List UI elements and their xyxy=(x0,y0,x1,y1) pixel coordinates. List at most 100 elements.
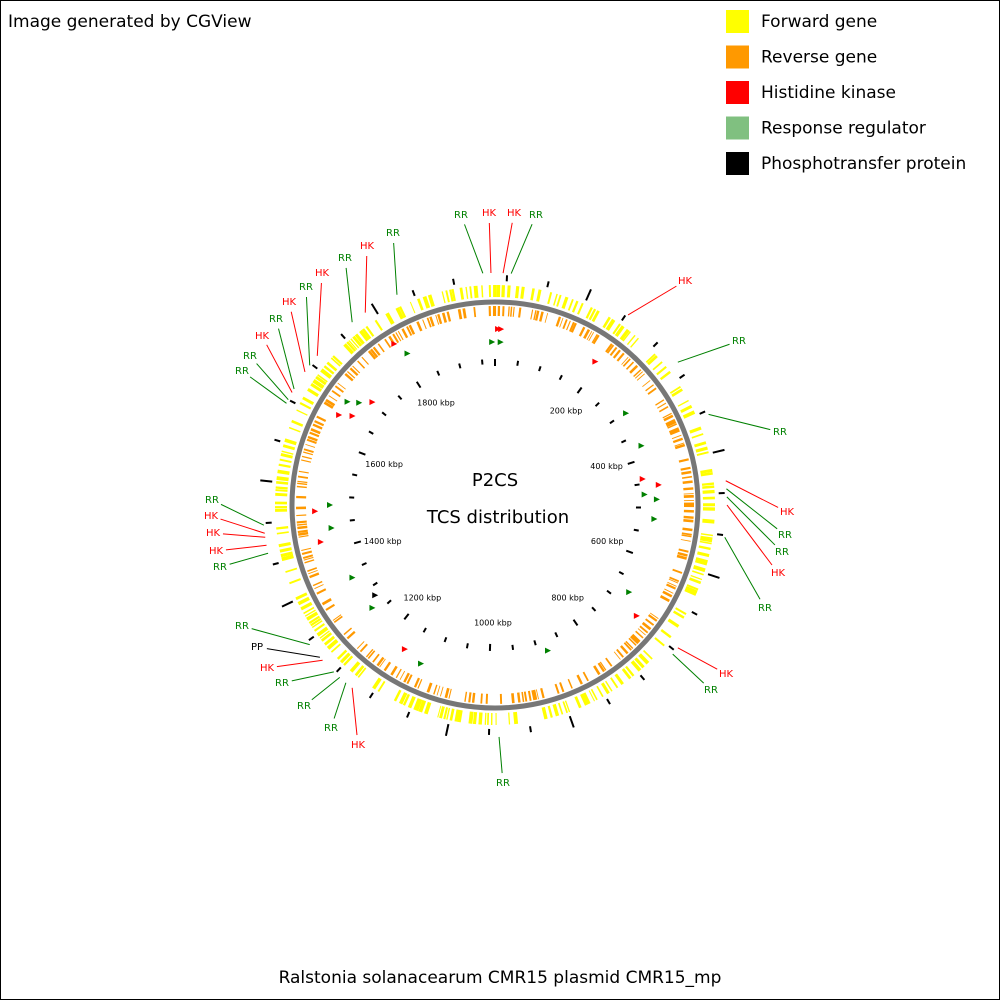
forward-gene xyxy=(300,601,313,611)
reverse-gene xyxy=(357,360,366,369)
feature-marker xyxy=(498,326,505,333)
forward-gene xyxy=(694,558,708,566)
reverse-gene xyxy=(309,572,320,579)
leader-line xyxy=(677,647,718,670)
reverse-gene xyxy=(631,633,641,643)
forward-gene xyxy=(514,286,520,299)
reverse-gene xyxy=(662,412,672,419)
feature-label: RR xyxy=(496,778,510,789)
reverse-gene xyxy=(578,326,586,337)
forward-gene xyxy=(311,620,323,629)
forward-gene xyxy=(702,485,715,489)
forward-gene xyxy=(302,396,315,405)
leader-line xyxy=(256,363,289,401)
reverse-gene xyxy=(376,656,385,667)
scale-tick xyxy=(397,394,403,401)
forward-gene xyxy=(695,557,708,563)
forward-gene xyxy=(416,699,423,712)
reverse-gene xyxy=(645,384,654,392)
reverse-gene xyxy=(588,331,595,342)
leader-line xyxy=(266,344,293,393)
reverse-gene xyxy=(669,429,680,436)
forward-gene xyxy=(564,700,571,713)
forward-gene xyxy=(622,331,631,342)
reverse-gene xyxy=(605,343,613,353)
forward-gene xyxy=(626,334,636,346)
reverse-gene xyxy=(392,333,400,344)
forward-gene xyxy=(669,385,681,394)
reverse-gene xyxy=(681,534,692,538)
forward-gene xyxy=(446,707,451,720)
feature-label: HK xyxy=(360,241,375,252)
scale-tick xyxy=(403,613,410,621)
feature-marker xyxy=(633,612,640,619)
reverse-gene xyxy=(426,317,432,328)
reverse-gene xyxy=(297,525,308,530)
reverse-gene xyxy=(534,310,540,321)
reverse-gene xyxy=(669,576,680,583)
reverse-gene xyxy=(377,343,385,353)
leader-line xyxy=(249,376,287,404)
forward-gene xyxy=(277,469,290,475)
reverse-gene xyxy=(642,380,651,388)
reverse-gene xyxy=(361,356,369,365)
forward-gene xyxy=(374,319,383,331)
scale-tick xyxy=(443,636,448,643)
reverse-gene xyxy=(567,678,573,689)
reverse-gene xyxy=(662,590,673,598)
reverse-gene xyxy=(517,692,521,703)
forward-gene xyxy=(312,379,325,390)
outer-tick xyxy=(639,674,646,681)
forward-gene xyxy=(567,298,574,311)
forward-gene xyxy=(288,426,301,433)
reverse-gene xyxy=(672,568,683,574)
reverse-gene xyxy=(304,559,315,564)
reverse-gene xyxy=(480,693,483,704)
reverse-gene xyxy=(333,615,343,623)
scale-label: 1800 kbp xyxy=(417,398,455,407)
reverse-gene xyxy=(297,480,308,484)
forward-gene xyxy=(698,545,711,551)
reverse-gene xyxy=(678,458,689,463)
scale-tick xyxy=(625,549,634,554)
forward-gene xyxy=(330,643,341,653)
forward-gene xyxy=(634,657,645,669)
leader-line xyxy=(510,224,533,274)
reverse-gene xyxy=(328,395,338,402)
forward-gene xyxy=(441,291,446,304)
feature-label: HK xyxy=(204,511,219,522)
scale-tick xyxy=(381,411,387,417)
scale-label: 400 kbp xyxy=(590,462,623,471)
forward-gene xyxy=(638,653,650,665)
forward-gene xyxy=(299,402,312,410)
outer-tick xyxy=(568,715,575,728)
outer-tick xyxy=(272,562,279,566)
reverse-gene xyxy=(312,580,323,587)
forward-gene xyxy=(621,668,632,680)
forward-gene xyxy=(278,463,291,468)
reverse-gene xyxy=(310,428,321,435)
outer-tick xyxy=(289,399,296,405)
forward-gene xyxy=(418,699,427,713)
feature-label: RR xyxy=(704,685,718,696)
forward-gene xyxy=(284,438,297,446)
forward-gene xyxy=(350,338,360,349)
forward-gene xyxy=(359,329,370,342)
scale-label: 200 kbp xyxy=(550,406,583,415)
reverse-gene xyxy=(417,679,423,689)
forward-gene xyxy=(279,547,292,553)
leader-line xyxy=(229,552,269,565)
reverse-gene xyxy=(682,480,693,485)
reverse-gene xyxy=(636,373,645,381)
leader-line xyxy=(266,648,320,658)
forward-gene xyxy=(580,693,588,706)
reverse-gene xyxy=(346,371,356,379)
forward-gene xyxy=(422,295,431,309)
forward-gene xyxy=(357,667,367,678)
leader-line xyxy=(627,285,677,316)
legend-swatch xyxy=(726,116,749,140)
outer-tick xyxy=(274,438,281,443)
forward-gene xyxy=(343,343,355,355)
map-subtitle: TCS distribution xyxy=(426,507,569,528)
forward-gene xyxy=(326,361,338,372)
